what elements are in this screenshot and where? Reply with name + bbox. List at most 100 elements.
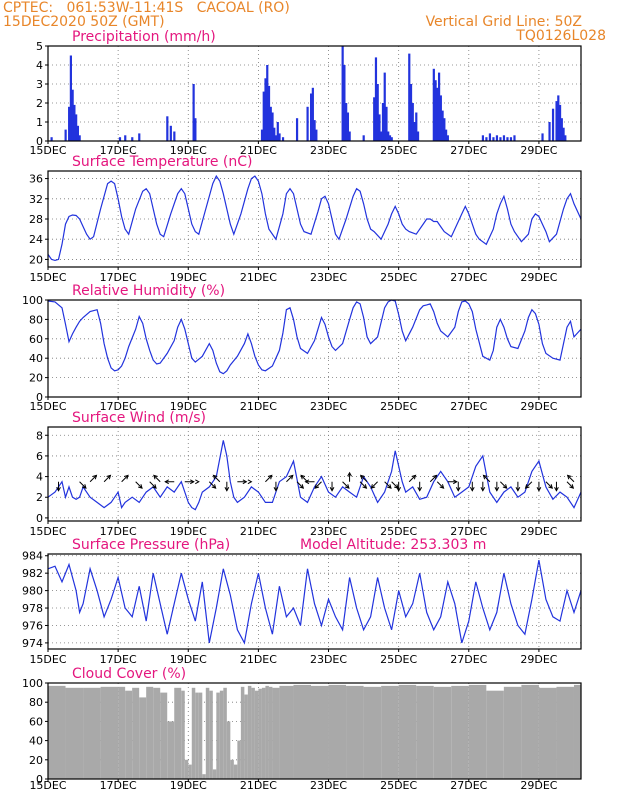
y-tick-label: 20: [29, 253, 43, 266]
precip-bar: [345, 103, 348, 141]
x-tick-label: 15DEC: [29, 653, 66, 666]
wind-vector: [360, 475, 368, 483]
wind-vector: [370, 481, 378, 489]
cloud-bar: [328, 684, 347, 779]
y-tick-label: 60: [29, 333, 43, 346]
precip-bar: [481, 135, 485, 141]
precip-bar: [492, 137, 495, 141]
wind-arrowhead: [224, 486, 230, 492]
cloud-bar: [293, 684, 311, 779]
cloud-bar: [237, 740, 241, 779]
cloud-bar: [132, 687, 140, 779]
precip-bar: [71, 89, 74, 141]
wind-vector: [213, 475, 221, 483]
x-tick-label: 25DEC: [380, 653, 417, 666]
wind-arrowhead: [411, 474, 417, 480]
precip-bar: [560, 118, 563, 141]
cloud-bar: [433, 686, 452, 779]
series-line: [47, 559, 582, 645]
x-tick-label: 19DEC: [170, 525, 207, 538]
cloud-bar: [209, 690, 213, 779]
y-tick-label: 80: [29, 696, 43, 709]
header-grid-note: Vertical Grid Line: 50Z: [425, 14, 582, 30]
precip-bar: [273, 127, 276, 141]
cloud-bar: [191, 687, 196, 779]
y-tick-label: 978: [22, 602, 43, 615]
cloud-bar: [272, 687, 280, 779]
cloud-bar: [181, 690, 185, 779]
precip-bar: [306, 106, 309, 141]
cloud-bar: [258, 688, 262, 779]
panel-title: Surface Wind (m/s): [72, 410, 206, 426]
y-tick-label: 36: [29, 173, 43, 186]
header-station: CPTEC: 061:53W-11:41S CACOAL (RO): [3, 0, 290, 16]
cloud-bar: [381, 685, 399, 779]
x-tick-label: 19DEC: [170, 144, 207, 157]
precip-bar: [415, 112, 418, 141]
x-tick-label: 25DEC: [380, 779, 417, 792]
wind-arrowhead: [548, 484, 554, 489]
wind-vector: [384, 481, 392, 489]
precip-bar: [409, 84, 413, 141]
cloud-bar: [503, 686, 522, 779]
precip-bar: [138, 133, 141, 141]
precip-bar: [557, 95, 560, 141]
precip-bar: [541, 133, 544, 141]
cloud-bar: [398, 684, 417, 779]
x-tick-label: 15DEC: [29, 400, 66, 413]
cloud-bar: [216, 692, 220, 779]
precip-bar: [374, 57, 378, 141]
wind-arrowhead: [212, 474, 218, 480]
y-tick-label: 4: [36, 59, 43, 72]
precip-bar: [436, 87, 439, 141]
precip-bar: [432, 68, 435, 141]
cloud-bar: [254, 690, 259, 779]
cloud-bar: [219, 690, 224, 779]
precip-bar: [169, 125, 172, 141]
wind-arrowhead: [453, 479, 458, 485]
precip-bar: [488, 133, 492, 141]
y-tick-label: 5: [36, 40, 43, 53]
y-tick-label: 100: [22, 294, 43, 307]
cloud-bar: [205, 687, 210, 779]
wind-arrowhead: [153, 474, 158, 480]
y-tick-label: 0: [36, 773, 43, 786]
wind-vector: [408, 475, 416, 483]
cloud-bar: [118, 686, 126, 779]
wind-arrowhead: [480, 486, 486, 492]
x-tick-label: 21DEC: [240, 144, 277, 157]
cloud-bar: [202, 774, 206, 779]
precip-bar: [315, 129, 318, 141]
header-date: 15DEC2020 50Z (GMT): [3, 14, 165, 30]
precip-bar: [499, 137, 502, 141]
panel-title: Surface Pressure (hPa): [72, 537, 230, 553]
wind-arrowhead: [195, 479, 200, 485]
wind-arrowhead: [396, 486, 402, 492]
y-tick-label: 20: [29, 372, 43, 385]
cloud-bar: [451, 685, 469, 779]
x-tick-label: 23DEC: [310, 400, 347, 413]
precip-bar: [295, 118, 299, 141]
precip-bar: [267, 85, 271, 141]
precip-bar: [441, 110, 444, 141]
wind-arrowhead: [344, 484, 350, 489]
wind-arrowhead: [247, 479, 253, 485]
series-line: [47, 174, 582, 262]
x-tick-label: 19DEC: [170, 400, 207, 413]
wind-arrowhead: [288, 474, 294, 480]
x-tick-label: 21DEC: [240, 400, 277, 413]
precip-bar: [388, 135, 392, 141]
precip-bar: [485, 137, 488, 141]
y-tick-label: 100: [22, 677, 43, 690]
wind-arrowhead: [329, 486, 335, 492]
wind-vector: [135, 481, 143, 489]
y-tick-label: 974: [22, 637, 43, 650]
wind-vector: [314, 481, 322, 489]
cloud-bar: [139, 697, 147, 779]
wind-arrowhead: [524, 484, 530, 489]
precip-bar: [513, 135, 516, 141]
x-tick-label: 21DEC: [240, 779, 277, 792]
cloud-bar: [198, 692, 203, 779]
wind-arrowhead: [482, 474, 488, 480]
cloud-bar: [125, 690, 133, 779]
